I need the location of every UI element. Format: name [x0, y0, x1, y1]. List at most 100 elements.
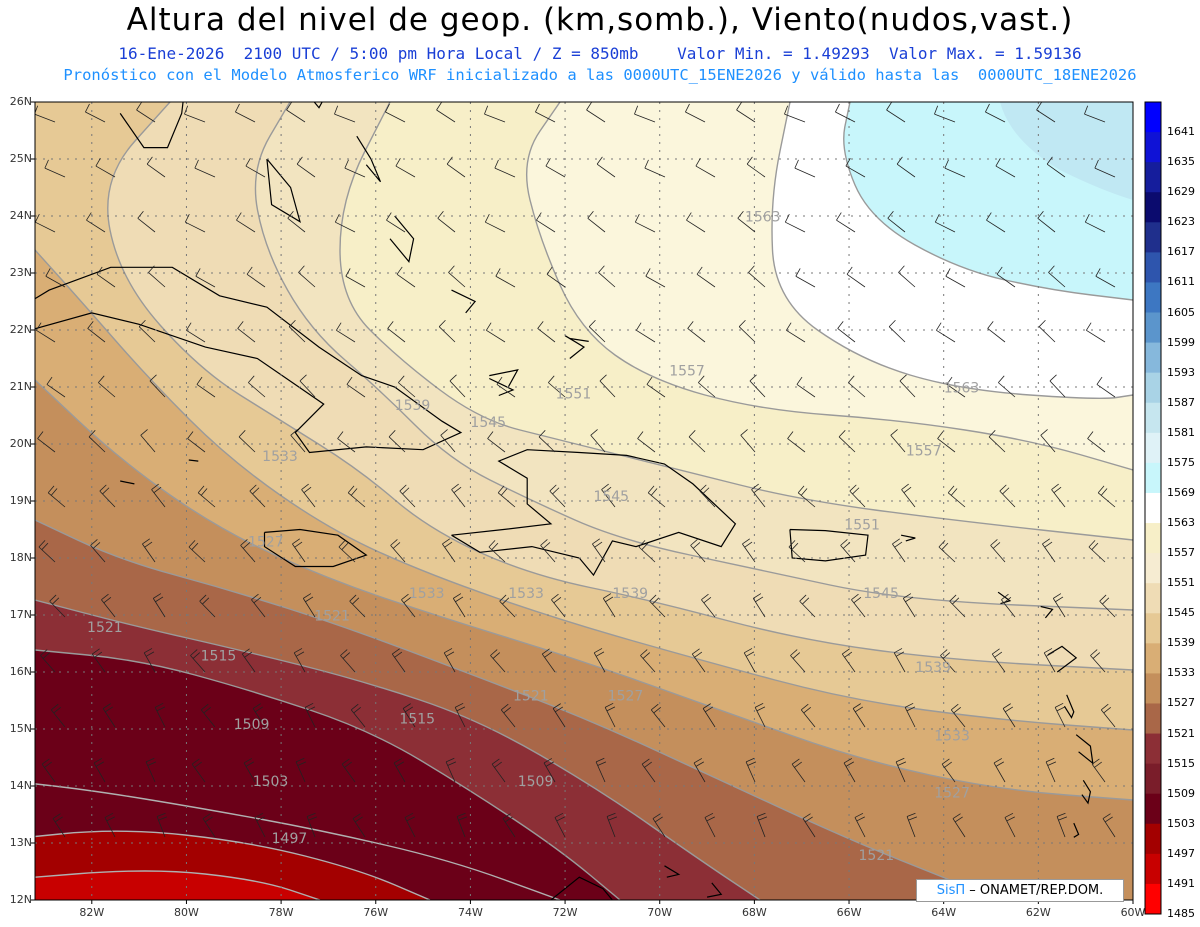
coast-segment	[489, 369, 519, 388]
longitude-label: 60W	[1120, 906, 1146, 919]
longitude-label: 64W	[931, 906, 957, 919]
colorbar-swatch	[1145, 733, 1161, 765]
latitude-label: 15N	[9, 722, 32, 735]
geopotential-shading	[35, 102, 1133, 900]
contour-label: 1557	[906, 443, 942, 459]
colorbar-swatch	[1145, 402, 1161, 434]
colorbar-swatch	[1145, 342, 1161, 374]
latitude-label: 16N	[9, 665, 32, 678]
colorbar-swatch	[1145, 523, 1161, 554]
contour-label: 1533	[262, 449, 298, 465]
contour-label: 1539	[915, 660, 951, 676]
contour-lines	[35, 102, 1133, 900]
coast-segment	[550, 876, 614, 900]
contour-label: 1545	[593, 489, 629, 505]
contour-label: 1515	[201, 649, 237, 665]
colorbar-label: 1575	[1167, 455, 1195, 469]
sispi-logo-text: SisΠ	[936, 883, 966, 898]
colorbar-label: 1521	[1167, 726, 1195, 740]
colorbar-swatch	[1145, 883, 1161, 915]
contour-label: 1515	[399, 711, 435, 727]
wind-barbs	[35, 102, 1116, 838]
colorbar-swatch	[1145, 252, 1161, 283]
coast-segment	[389, 215, 415, 263]
valid-time-line: 16-Ene-2026 2100 UTC / 5:00 pm Hora Loca…	[118, 44, 1082, 63]
colorbar-swatch	[1145, 102, 1161, 133]
colorbar-label: 1635	[1167, 155, 1195, 169]
colorbar-swatch	[1145, 673, 1161, 704]
coast-segment	[1081, 779, 1092, 805]
map-title: Altura del nivel de geop. (km,somb.), Vi…	[126, 2, 1074, 38]
colorbar-swatch	[1145, 643, 1161, 674]
coast-segment	[119, 102, 184, 149]
coast-segment	[1073, 822, 1080, 838]
coast-segment	[1047, 645, 1078, 673]
contour-label: 1551	[844, 518, 880, 534]
colorbar-label: 1557	[1167, 546, 1195, 560]
colorbar-label: 1617	[1167, 245, 1195, 259]
colorbar	[1144, 101, 1162, 915]
colorbar-label: 1563	[1167, 516, 1195, 530]
colorbar-swatch	[1145, 162, 1161, 193]
latitude-label: 23N	[9, 266, 32, 279]
colorbar-swatch	[1145, 823, 1161, 855]
colorbar-label: 1503	[1167, 816, 1195, 830]
contour-label: 1545	[470, 415, 506, 431]
coast-segment	[789, 528, 869, 562]
colorbar-swatch	[1145, 613, 1161, 644]
contour-label: 1521	[513, 689, 549, 705]
contour-label: 1563	[745, 210, 781, 226]
colorbar-label: 1611	[1167, 275, 1195, 289]
latitude-label: 13N	[9, 836, 32, 849]
colorbar-label: 1539	[1167, 636, 1195, 650]
longitude-label: 70W	[647, 906, 673, 919]
credit-box: SisΠ – ONAMET/REP.DOM.	[916, 879, 1124, 902]
colorbar-label: 1509	[1167, 786, 1195, 800]
longitude-label: 74W	[457, 906, 483, 919]
longitude-label: 80W	[174, 906, 199, 919]
colorbar-swatch	[1145, 282, 1161, 314]
colorbar-label: 1569	[1167, 485, 1195, 499]
coast-segment	[1063, 694, 1075, 719]
contour-label: 1533	[508, 586, 544, 602]
coast-segment	[11, 735, 30, 900]
latitude-label: 18N	[9, 551, 32, 564]
colorbar-label: 1581	[1167, 425, 1195, 439]
longitude-label: 82W	[79, 906, 105, 919]
coast-segment	[1040, 605, 1054, 619]
longitude-label: 78W	[268, 906, 294, 919]
contour-label: 1509	[518, 774, 554, 790]
coast-segment	[1075, 734, 1094, 765]
colorbar-label: 1527	[1167, 696, 1195, 710]
colorbar-swatch	[1145, 492, 1161, 524]
colorbar-label: 1491	[1167, 876, 1195, 890]
coast-segment	[451, 289, 477, 314]
contour-label: 1521	[314, 609, 350, 625]
colorbar-swatch	[1145, 853, 1161, 885]
colorbar-swatch	[1145, 462, 1161, 494]
latitude-label: 14N	[9, 779, 32, 792]
coast-segment	[564, 335, 586, 359]
coast-segment	[35, 266, 463, 454]
colorbar-label: 1641	[1167, 125, 1195, 139]
coast-segment	[188, 459, 199, 462]
latitude-label: 20N	[9, 437, 32, 450]
coast-segment	[120, 480, 135, 485]
coast-segment	[266, 158, 301, 223]
colorbar-swatch	[1145, 222, 1161, 253]
contour-label: 1503	[253, 774, 289, 790]
coast-segment	[900, 534, 916, 542]
contour-label: 1497	[272, 831, 308, 847]
colorbar-label: 1623	[1167, 215, 1195, 229]
colorbar-label: 1485	[1167, 907, 1195, 920]
contour-label: 1533	[409, 586, 445, 602]
coast-segment	[263, 528, 368, 568]
colorbar-label: 1545	[1167, 606, 1195, 620]
latitude-label: 25N	[9, 152, 32, 165]
latitude-label: 12N	[9, 893, 32, 906]
colorbar-swatch	[1145, 192, 1161, 223]
colorbar-label: 1515	[1167, 756, 1195, 770]
colorbar-swatch	[1145, 132, 1161, 163]
longitude-label: 68W	[741, 906, 767, 919]
